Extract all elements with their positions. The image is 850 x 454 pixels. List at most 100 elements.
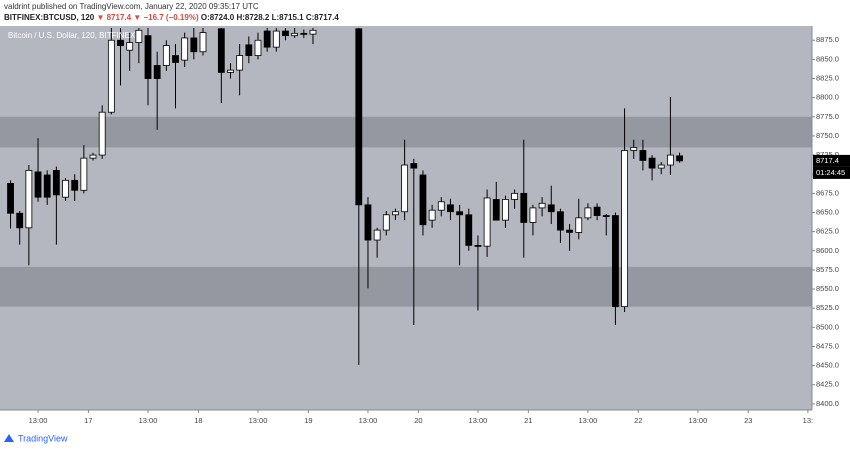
candle-body [575,217,583,233]
candle-body [520,192,528,223]
last: ▼ 8717.4 ▼ [96,13,141,22]
candle-body [483,197,491,247]
plot-background [0,26,812,410]
candle-body [621,150,628,308]
candle-body [465,214,473,246]
candle-body [263,30,271,48]
symbol: BITFINEX:BTCUSD, 120 [4,13,95,22]
candle-body [382,214,390,231]
candle-body [272,30,280,48]
candle-body [593,206,601,216]
header-quote: BITFINEX:BTCUSD, 120 ▼ 8717.4 ▼ −16.7 (−… [4,13,339,22]
y-tick-label: 8875.0 [816,35,839,44]
y-tick-label: 8550.0 [816,284,839,293]
candle-body [511,192,519,200]
x-tick-label: 19 [304,416,312,425]
candle-body [217,28,225,73]
candle-body [676,155,683,162]
candle-body [153,65,161,79]
candle-body [648,157,656,169]
candle-body [117,39,124,47]
y-tick-label: 8625.0 [816,227,839,236]
candle-body [447,204,454,213]
candle-body [62,179,69,198]
candle-body [456,211,464,216]
candle-body [144,35,152,79]
y-tick-label: 8425.0 [816,380,839,389]
candle-body [612,215,619,308]
x-tick-label: 13:00 [469,416,488,425]
y-tick-label: 8575.0 [816,265,839,274]
zone [0,266,812,307]
candle-body [355,28,363,206]
candle-body [181,37,189,61]
x-tick-label: 18 [194,416,202,425]
candle-body [98,111,106,156]
countdown: 01:24:45 [816,168,845,177]
low: L:8715.1 [272,13,305,22]
y-tick-label: 8600.0 [816,246,839,255]
countdown-box [813,166,850,179]
open: O:8724.0 [201,13,235,22]
candle-body [538,202,546,209]
last-price-box [813,154,850,167]
candle-body [584,207,592,219]
x-tick-label: 23 [744,416,752,425]
candle-body [502,199,509,221]
candle-body [25,169,33,229]
candle-body [566,229,573,233]
chart-title: Bitcoin / U.S. Dollar, 120, BITFINEX [8,31,136,40]
candle-body [172,55,179,63]
x-tick-label: 21 [524,416,532,425]
high: H:8728.2 [236,13,269,22]
candle-body [7,183,14,214]
plot-area [0,28,812,365]
candle-body [437,201,445,211]
x-tick-label: 13:00 [139,416,158,425]
logo-icon [4,434,14,442]
candle-body [547,204,555,213]
x-tick-label: 13:00 [249,416,268,425]
x-tick-label: 13:00 [579,416,598,425]
last-price: 8717.4 [816,156,839,165]
candle-body [630,147,638,151]
candle-body [557,211,564,231]
y-tick-label: 8850.0 [816,54,839,63]
candle-body [657,164,665,169]
candle-body [126,42,134,51]
y-tick-label: 8675.0 [816,188,839,197]
candle-body [410,163,418,169]
zone [0,116,812,148]
candle-body [401,164,409,213]
y-tick-label: 8775.0 [816,112,839,121]
candle-body [80,157,88,191]
candle-body [254,39,262,56]
y-tick-label: 8650.0 [816,207,839,216]
y-tick-label: 8400.0 [816,399,839,408]
candle-body [474,245,482,247]
change: −16.7 (−0.19%) [143,13,198,22]
candle-body [529,207,537,223]
candle-body [245,44,253,56]
brand: TradingView [18,433,68,443]
candle-body [492,199,500,221]
candle-body [373,229,381,241]
y-tick-label: 8500.0 [816,322,839,331]
candle-body [419,174,427,226]
candle-body [71,179,79,191]
y-tick-label: 8825.0 [816,74,839,83]
candle-body [300,32,308,35]
candle-body [364,204,372,241]
candle-body [199,32,207,53]
candle-body [162,45,170,66]
y-tick-label: 8525.0 [816,303,839,312]
y-tick-label: 8800.0 [816,93,839,102]
y-tick-label: 8725.0 [816,150,839,159]
candle-body [392,211,399,216]
candle-body [227,69,234,73]
candle-body [107,39,115,113]
candle-body [34,171,42,198]
author-line: valdrint published on TradingView.com, J… [4,2,259,11]
candle-body [639,150,647,161]
